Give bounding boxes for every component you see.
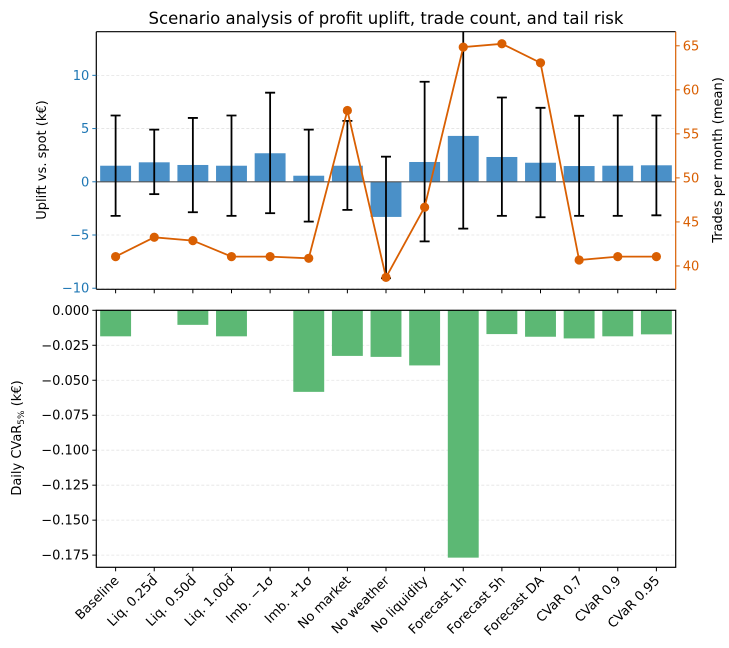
uplift-y-axis: −10 −5 0 5 10 bbox=[62, 69, 97, 297]
cvar-bar bbox=[409, 310, 441, 366]
trades-point bbox=[111, 252, 121, 262]
cvar-bar bbox=[293, 310, 325, 392]
error-bar bbox=[187, 117, 198, 214]
cvar-bar bbox=[640, 310, 672, 335]
cvar-bar bbox=[447, 310, 479, 558]
trades-point bbox=[381, 272, 391, 283]
cvar-bars bbox=[100, 310, 672, 558]
trades-y-axis-label: Trades per month (mean) bbox=[711, 77, 726, 244]
y2-tick-label: 45 bbox=[683, 215, 700, 230]
trades-point bbox=[458, 42, 468, 52]
trades-point bbox=[497, 39, 507, 49]
y-tick-label: −5 bbox=[70, 229, 89, 244]
y-tick-label: −0.100 bbox=[41, 444, 89, 459]
y-tick-label: −0.025 bbox=[41, 339, 89, 354]
cvar-bar bbox=[370, 310, 402, 357]
error-bar bbox=[419, 80, 430, 243]
y-tick-label: −0.175 bbox=[41, 549, 89, 564]
y2-tick-label: 50 bbox=[683, 171, 700, 186]
cvar-label-unit: (k€) bbox=[10, 380, 25, 410]
trades-point bbox=[535, 58, 546, 68]
y2-tick-label: 55 bbox=[683, 127, 700, 142]
trades-point bbox=[574, 255, 584, 265]
error-bar bbox=[303, 128, 314, 223]
error-bar bbox=[226, 114, 237, 217]
cvar-y-axis-label: Daily CVaR5% (k€) bbox=[10, 380, 27, 495]
y-tick-label: −0.150 bbox=[41, 514, 89, 529]
error-bar bbox=[149, 128, 160, 196]
y2-tick-label: 65 bbox=[683, 39, 700, 54]
error-bar bbox=[651, 114, 662, 217]
y2-tick-label: 40 bbox=[683, 259, 700, 274]
y-tick-label: 0 bbox=[81, 175, 89, 190]
trades-point bbox=[188, 235, 198, 246]
trades-point bbox=[149, 232, 159, 242]
chart-title: Scenario analysis of profit uplift, trad… bbox=[149, 9, 624, 28]
uplift-y-axis-label: Uplift vs. spot (k€) bbox=[35, 100, 50, 219]
trades-point bbox=[304, 253, 314, 263]
uplift-error-bars bbox=[110, 31, 662, 280]
cvar-bar bbox=[216, 310, 247, 337]
y-tick-label: 0.000 bbox=[52, 304, 89, 319]
trades-point bbox=[613, 252, 623, 262]
y-tick-label: −0.075 bbox=[41, 409, 89, 424]
y-tick-label: 5 bbox=[81, 122, 89, 137]
y-tick-label: −10 bbox=[62, 282, 89, 297]
trades-point bbox=[420, 202, 430, 212]
cvar-label-subscript: 5% bbox=[17, 410, 27, 425]
cvar-bar bbox=[331, 310, 363, 356]
trades-point bbox=[342, 105, 352, 116]
error-bar bbox=[535, 106, 546, 219]
error-bar bbox=[110, 114, 121, 217]
trades-point bbox=[265, 252, 275, 262]
top-x-ticks bbox=[115, 289, 657, 294]
trades-point bbox=[651, 252, 661, 262]
error-bar bbox=[265, 91, 276, 215]
error-bar bbox=[458, 31, 469, 230]
error-bar bbox=[496, 96, 507, 217]
y-tick-label: 10 bbox=[73, 69, 90, 84]
y-tick-label: −0.050 bbox=[41, 374, 89, 389]
axes-frames bbox=[95, 31, 677, 568]
cvar-bar bbox=[177, 310, 209, 325]
trades-point bbox=[226, 252, 237, 262]
y2-tick-label: 60 bbox=[683, 83, 700, 98]
y-tick-label: −0.125 bbox=[41, 479, 89, 494]
error-bar bbox=[574, 114, 585, 217]
cvar-bar bbox=[486, 310, 518, 335]
cvar-bar bbox=[563, 310, 595, 339]
cvar-y-axis: 0.000 −0.025 −0.050 −0.075 −0.100 −0.125 −0.15… bbox=[41, 304, 97, 564]
cvar-bar bbox=[525, 310, 556, 337]
cvar-label-main: Daily CVaR bbox=[10, 425, 25, 496]
trades-y-axis: 40 45 50 55 60 65 bbox=[675, 39, 700, 274]
cvar-bar bbox=[100, 310, 132, 337]
error-bar bbox=[342, 120, 353, 211]
trades-line bbox=[111, 39, 661, 283]
cvar-bar bbox=[602, 310, 634, 337]
error-bar bbox=[612, 114, 623, 217]
